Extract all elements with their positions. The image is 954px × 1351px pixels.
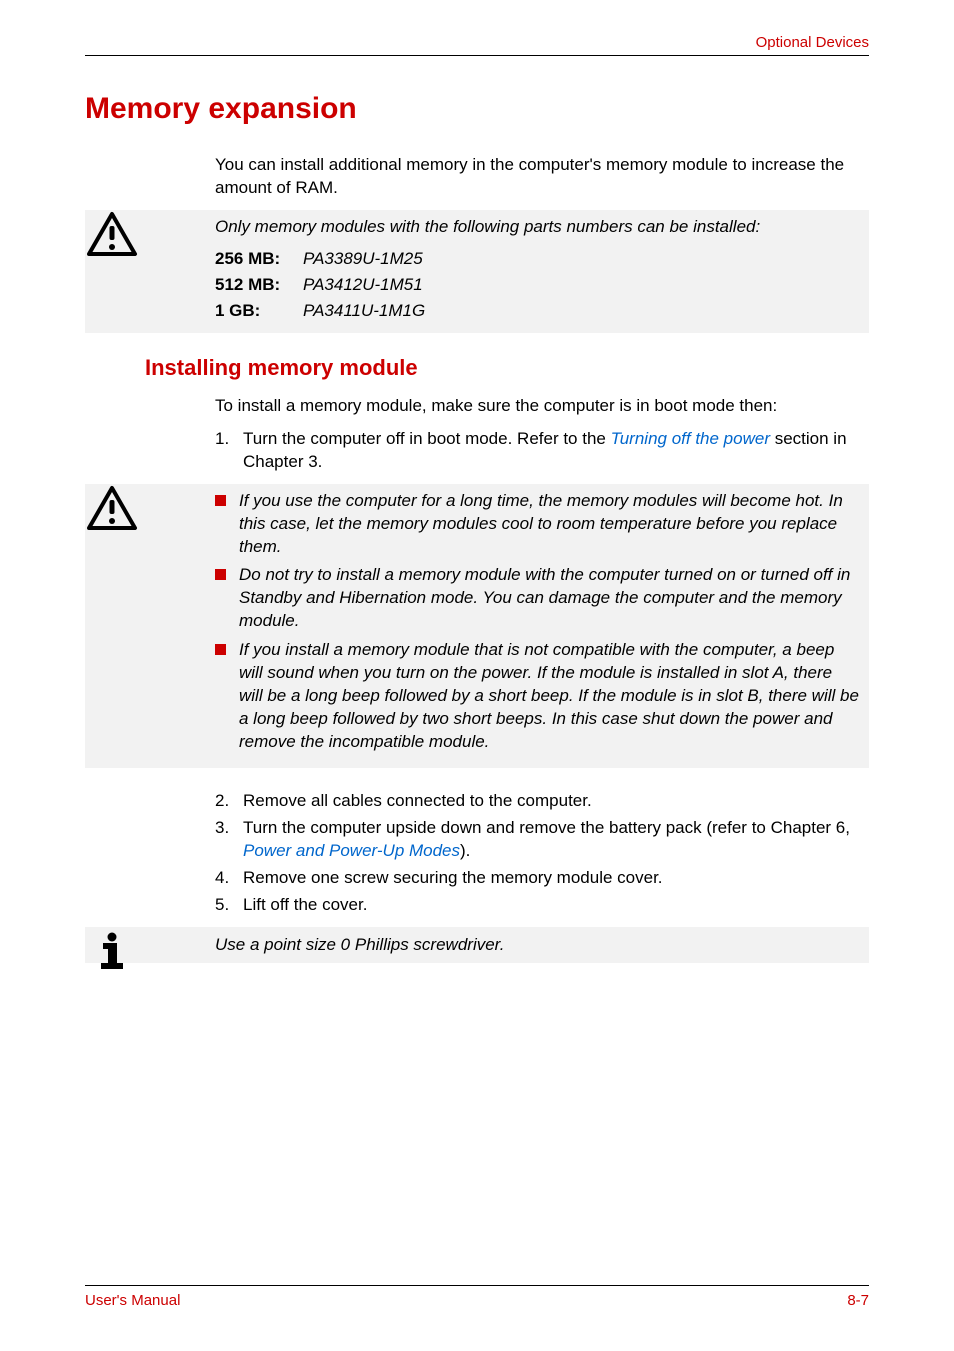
step-text: Turn the computer upside down and remove… [243,817,869,863]
footer-left: User's Manual [85,1292,180,1309]
bullet-text: Do not try to install a memory module wi… [239,564,859,633]
step-item: 2. Remove all cables connected to the co… [215,790,869,813]
parts-label: 256 MB: [215,249,303,269]
bullet-marker-icon [215,639,239,754]
link-turning-off[interactable]: Turning off the power [611,429,770,448]
parts-label: 1 GB: [215,301,303,321]
subsection-title: Installing memory module [145,355,869,381]
step-pre: Turn the computer upside down and remove… [243,818,850,837]
parts-value: PA3412U-1M51 [303,275,423,295]
step-item: 1. Turn the computer off in boot mode. R… [215,428,869,474]
bullet-text: If you install a memory module that is n… [239,639,859,754]
bullet-text: If you use the computer for a long time,… [239,490,859,559]
step-text: Remove one screw securing the memory mod… [243,867,869,890]
info-note-text: Use a point size 0 Phillips screwdriver. [85,927,869,963]
footer-rule [85,1285,869,1286]
step-item: 3. Turn the computer upside down and rem… [215,817,869,863]
subsection-intro: To install a memory module, make sure th… [215,395,869,418]
step-number: 2. [215,790,243,813]
warning-bullet: Do not try to install a memory module wi… [215,564,859,633]
bullet-marker-icon [215,490,239,559]
step-text: Remove all cables connected to the compu… [243,790,869,813]
step-pre: Turn the computer off in boot mode. Refe… [243,429,611,448]
step-number: 4. [215,867,243,890]
section-intro: You can install additional memory in the… [215,154,869,200]
parts-value: PA3389U-1M25 [303,249,423,269]
link-power-modes[interactable]: Power and Power-Up Modes [243,841,460,860]
step-item: 5. Lift off the cover. [215,894,869,917]
warning-bullet: If you install a memory module that is n… [215,639,859,754]
parts-row: 512 MB: PA3412U-1M51 [215,275,859,295]
header-chapter: Optional Devices [85,34,869,51]
step-text: Lift off the cover. [243,894,869,917]
warning-box-bullets: If you use the computer for a long time,… [85,484,869,768]
step-number: 3. [215,817,243,863]
step-text: Turn the computer off in boot mode. Refe… [243,428,869,474]
header-rule [85,55,869,56]
info-note-box: Use a point size 0 Phillips screwdriver. [85,927,869,963]
parts-row: 256 MB: PA3389U-1M25 [215,249,859,269]
parts-row: 1 GB: PA3411U-1M1G [215,301,859,321]
footer-page-number: 8-7 [847,1292,869,1309]
step-number: 1. [215,428,243,474]
warning-bullet: If you use the computer for a long time,… [215,490,859,559]
step-item: 4. Remove one screw securing the memory … [215,867,869,890]
parts-table: 256 MB: PA3389U-1M25 512 MB: PA3412U-1M5… [215,249,859,321]
parts-label: 512 MB: [215,275,303,295]
page-footer: User's Manual 8-7 [85,1285,869,1309]
step-post: ). [460,841,470,860]
section-title: Memory expansion [85,92,869,126]
bullet-marker-icon [215,564,239,633]
warning-box-parts: Only memory modules with the following p… [85,210,869,333]
info-icon [85,929,139,978]
parts-value: PA3411U-1M1G [303,301,425,321]
step-number: 5. [215,894,243,917]
warning-lead: Only memory modules with the following p… [215,216,859,239]
